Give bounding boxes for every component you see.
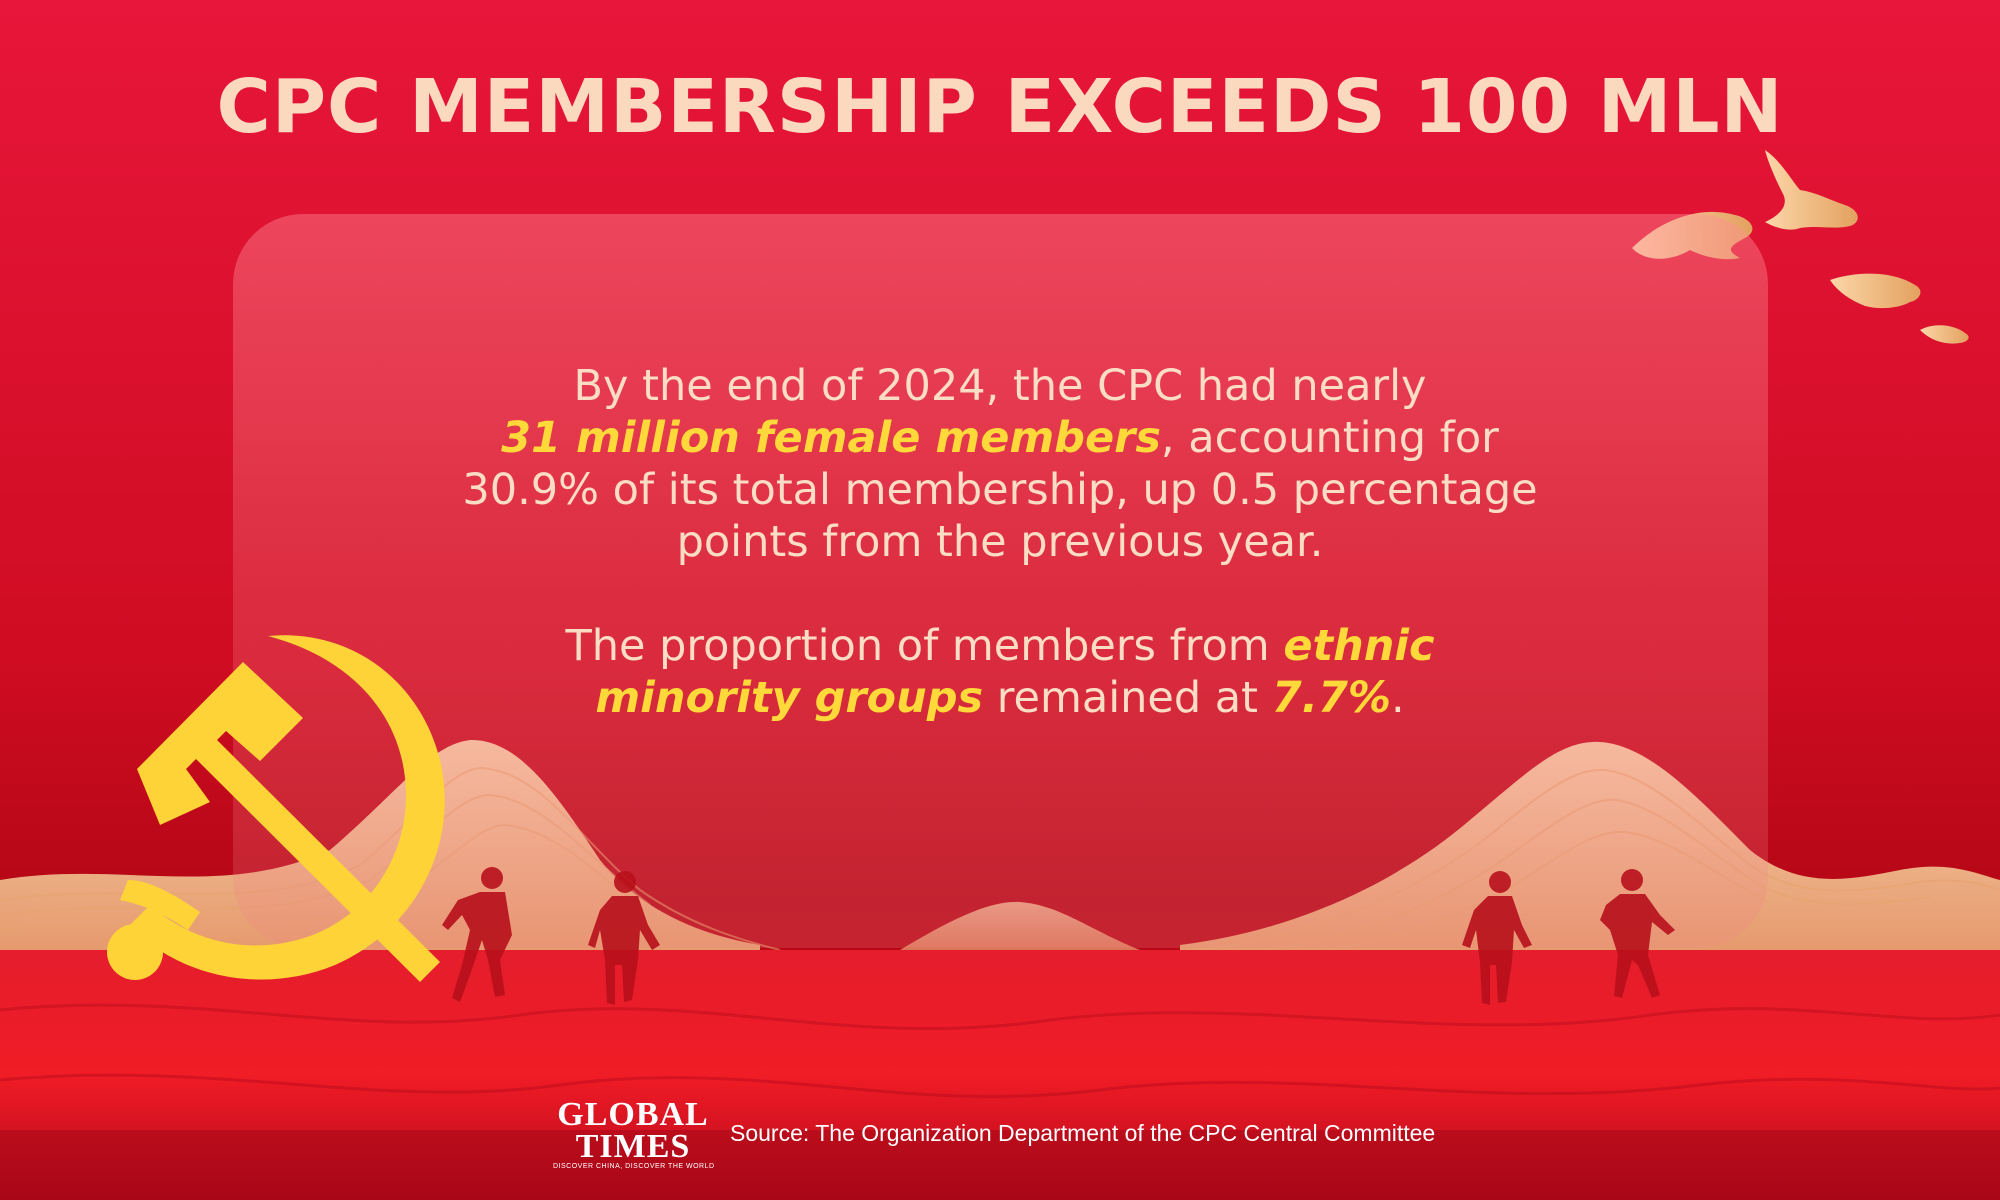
source-caption: Source: The Organization Department of t… — [730, 1120, 1436, 1146]
runner-figure — [442, 867, 512, 1002]
doves-icon — [1632, 150, 1969, 344]
logo-line-1: GLOBAL — [557, 1096, 709, 1133]
runner-figure — [1600, 869, 1675, 998]
logo-tagline: DISCOVER CHINA, DISCOVER THE WORLD — [553, 1163, 715, 1170]
copy-line: points from the previous year. — [676, 517, 1324, 567]
paragraph-ethnic-minority: The proportion of members from ethnic mi… — [330, 620, 1670, 724]
global-times-logo: GLOBAL TIMES DISCOVER CHINA, DISCOVER TH… — [553, 1096, 715, 1171]
highlight-female-members: 31 million female members — [501, 413, 1161, 463]
mountains-right — [1180, 741, 2000, 960]
logo-line-2: TIMES — [575, 1128, 691, 1165]
paragraph-female-members: By the end of 2024, the CPC had nearly 3… — [330, 360, 1670, 568]
copy-text: . — [1390, 673, 1405, 723]
page-title: CPC MEMBERSHIP EXCEEDS 100 MLN — [216, 64, 1784, 150]
highlight-ethnic: ethnic — [1283, 621, 1435, 671]
copy-line: By the end of 2024, the CPC had nearly — [573, 361, 1427, 411]
hammer-and-sickle-icon — [107, 635, 445, 982]
mountains-middle — [900, 901, 1140, 950]
highlight-percentage: 7.7% — [1271, 673, 1391, 723]
copy-text: The proportion of members from — [565, 621, 1284, 671]
copy-text: , accounting for — [1160, 413, 1499, 463]
mountains-left — [0, 739, 760, 960]
runner-figure — [1462, 871, 1532, 1005]
body-copy: By the end of 2024, the CPC had nearly 3… — [330, 360, 1670, 724]
copy-line: 30.9% of its total membership, up 0.5 pe… — [462, 465, 1538, 515]
floor-fade — [0, 1130, 2000, 1200]
floor-reflection — [0, 950, 2000, 1200]
runner-figure — [588, 871, 660, 1005]
copy-text: remained at — [983, 673, 1272, 723]
floor-ripples — [0, 1003, 2000, 1098]
text-panel — [233, 214, 1768, 948]
highlight-minority-groups: minority groups — [595, 673, 984, 723]
